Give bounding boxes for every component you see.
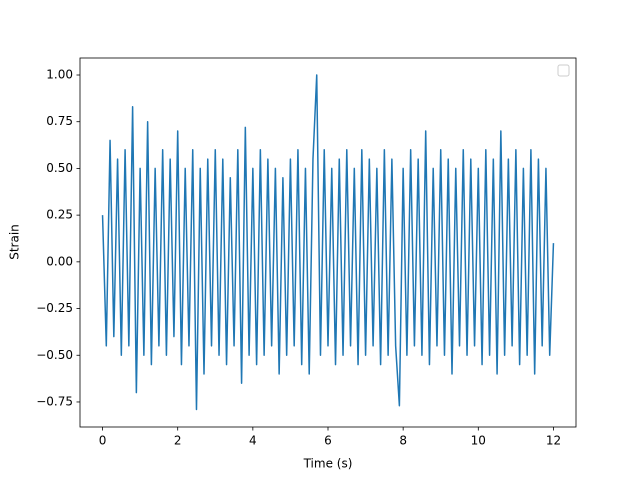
x-tick-label: 12 [546,434,561,448]
y-tick-label: −0.50 [36,348,73,362]
y-tick-label: 0.00 [46,254,73,268]
y-tick-label: 1.00 [46,68,73,82]
x-tick-label: 4 [249,434,257,448]
y-tick-label: 0.25 [46,208,73,222]
x-tick-label: 0 [99,434,107,448]
y-tick-label: 0.50 [46,161,73,175]
x-tick-label: 10 [471,434,486,448]
y-tick-label: −0.25 [36,301,73,315]
data-line [101,74,555,411]
x-tick-label: 2 [174,434,182,448]
x-tick-label: 6 [324,434,332,448]
y-tick-label: 0.75 [46,114,73,128]
y-axis-label: Strain [8,224,22,260]
legend-box [557,64,570,77]
y-tick-label: −0.75 [36,394,73,408]
x-tick-label: 8 [399,434,407,448]
x-axis-label: Time (s) [303,457,353,471]
